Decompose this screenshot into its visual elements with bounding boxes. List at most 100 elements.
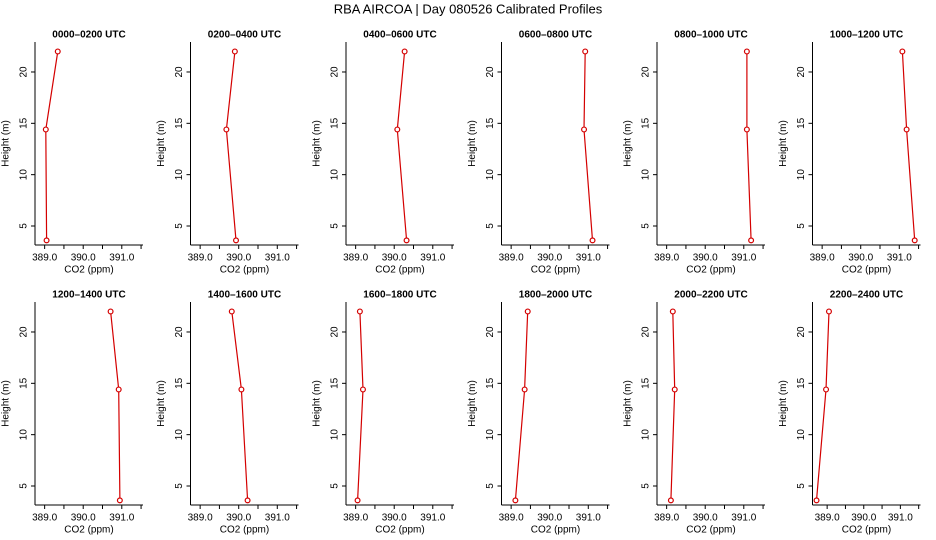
y-tick-label: 20	[796, 326, 807, 338]
data-point	[42, 126, 49, 133]
profile-line	[396, 51, 408, 241]
x-axis-label: CO2 (ppm)	[220, 265, 269, 276]
y-tick-label: 15	[174, 117, 185, 129]
x-tick-label: 390.0	[71, 513, 96, 524]
x-tick-label: 391.0	[576, 253, 601, 264]
data-point	[356, 308, 363, 315]
y-tick-label: 5	[330, 483, 341, 489]
x-axis-label: CO2 (ppm)	[531, 265, 580, 276]
x-axis-label: CO2 (ppm)	[686, 525, 735, 536]
panel-title: 0400–0600 UTC	[363, 30, 436, 41]
x-tick-label: 389.0	[32, 253, 57, 264]
data-point	[512, 497, 519, 504]
data-point	[911, 237, 918, 244]
y-tick-label: 10	[330, 169, 341, 181]
y-tick-label: 10	[174, 169, 185, 181]
data-point	[401, 48, 408, 55]
y-tick-label: 20	[19, 66, 30, 78]
data-point	[823, 386, 830, 393]
profile-line	[45, 51, 59, 241]
profile-line	[357, 311, 364, 501]
x-tick-label: 391.0	[731, 513, 756, 524]
y-axis-label: Height (m)	[467, 120, 478, 167]
y-tick-label: 15	[641, 117, 652, 129]
x-tick-label: 391.0	[888, 513, 913, 524]
y-axis-label: Height (m)	[312, 120, 323, 167]
data-point	[743, 48, 750, 55]
y-tick-label: 20	[174, 326, 185, 338]
y-tick-label: 5	[485, 223, 496, 229]
data-point	[524, 308, 531, 315]
y-tick-label: 10	[19, 169, 30, 181]
y-tick-label: 20	[796, 66, 807, 78]
data-point	[589, 237, 596, 244]
y-tick-label: 10	[796, 169, 807, 181]
x-tick-label: 390.0	[226, 253, 251, 264]
profile-line	[746, 51, 752, 241]
y-tick-label: 15	[796, 377, 807, 389]
profile-line	[231, 311, 249, 501]
data-point	[667, 497, 674, 504]
panel-title: 1400–1600 UTC	[208, 290, 281, 301]
x-tick-label: 389.0	[810, 253, 835, 264]
x-tick-label: 390.0	[71, 253, 96, 264]
y-tick-label: 10	[796, 429, 807, 441]
y-tick-label: 15	[19, 117, 30, 129]
x-tick-label: 390.0	[537, 253, 562, 264]
y-tick-label: 10	[641, 169, 652, 181]
x-tick-label: 391.0	[265, 253, 290, 264]
y-tick-label: 20	[641, 66, 652, 78]
x-tick-label: 391.0	[576, 513, 601, 524]
data-point	[359, 386, 366, 393]
data-point	[107, 308, 114, 315]
x-tick-label: 391.0	[109, 513, 134, 524]
x-tick-label: 390.0	[382, 513, 407, 524]
x-axis-label: CO2 (ppm)	[220, 525, 269, 536]
y-tick-label: 5	[796, 223, 807, 229]
x-tick-label: 391.0	[887, 253, 912, 264]
data-point	[116, 497, 123, 504]
x-tick-label: 389.0	[343, 253, 368, 264]
data-point	[671, 386, 678, 393]
panel-title: 2000–2200 UTC	[674, 290, 747, 301]
profile-line	[514, 311, 529, 501]
panel-title: 0600–0800 UTC	[519, 30, 592, 41]
y-tick-label: 15	[641, 377, 652, 389]
x-tick-label: 389.0	[188, 513, 213, 524]
x-axis-label: CO2 (ppm)	[842, 525, 891, 536]
y-tick-label: 20	[641, 326, 652, 338]
x-tick-label: 390.0	[537, 513, 562, 524]
y-tick-label: 15	[19, 377, 30, 389]
y-axis-label: Height (m)	[623, 120, 634, 167]
x-axis-label: CO2 (ppm)	[531, 525, 580, 536]
panel-title: 1800–2000 UTC	[519, 290, 592, 301]
y-tick-label: 15	[330, 117, 341, 129]
x-axis-label: CO2 (ppm)	[686, 265, 735, 276]
data-point	[238, 386, 245, 393]
x-tick-label: 391.0	[731, 253, 756, 264]
panel-title: 1200–1400 UTC	[52, 290, 125, 301]
y-axis-label: Height (m)	[467, 380, 478, 427]
y-tick-label: 10	[485, 429, 496, 441]
y-tick-label: 15	[330, 377, 341, 389]
panel-title: 0800–1000 UTC	[674, 30, 747, 41]
profile-line	[583, 51, 594, 241]
x-axis-label: CO2 (ppm)	[64, 265, 113, 276]
panel-title: 1000–1200 UTC	[830, 30, 903, 41]
y-tick-label: 5	[641, 223, 652, 229]
x-tick-label: 390.0	[851, 513, 876, 524]
data-point	[354, 497, 361, 504]
x-tick-label: 390.0	[693, 253, 718, 264]
y-tick-label: 20	[485, 326, 496, 338]
data-point	[582, 48, 589, 55]
y-tick-label: 20	[330, 326, 341, 338]
x-tick-label: 389.0	[32, 513, 57, 524]
profile-line	[901, 51, 916, 241]
x-tick-label: 389.0	[499, 513, 524, 524]
data-point	[233, 237, 240, 244]
y-tick-label: 15	[485, 117, 496, 129]
x-tick-label: 390.0	[226, 513, 251, 524]
y-axis-label: Height (m)	[312, 380, 323, 427]
data-point	[228, 308, 235, 315]
profile-line	[670, 311, 676, 501]
